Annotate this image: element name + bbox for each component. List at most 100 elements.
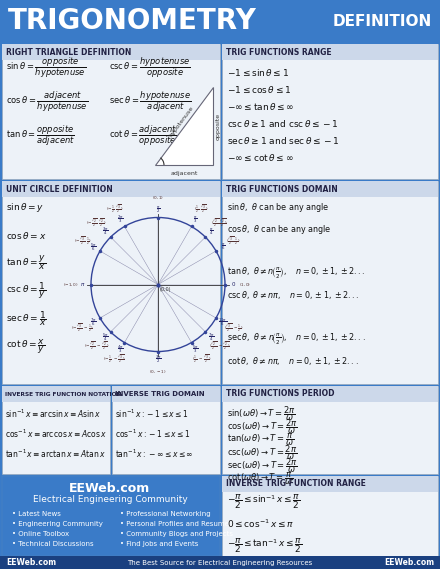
FancyBboxPatch shape xyxy=(222,476,438,556)
Text: $\csc\theta = \dfrac{hypotenuse}{opposite}$: $\csc\theta = \dfrac{hypotenuse}{opposit… xyxy=(109,56,191,80)
Text: • Community Blogs and Projects: • Community Blogs and Projects xyxy=(120,531,233,537)
Text: TRIG FUNCTIONS PERIOD: TRIG FUNCTIONS PERIOD xyxy=(226,390,334,398)
Text: $\cot\theta = \dfrac{x}{y}$: $\cot\theta = \dfrac{x}{y}$ xyxy=(6,337,45,356)
FancyBboxPatch shape xyxy=(222,44,438,179)
Text: Electrical Engineering Community: Electrical Engineering Community xyxy=(33,496,187,505)
Text: $-\dfrac{\pi}{2} \leq \tan^{-1}x \leq \dfrac{\pi}{2}$: $-\dfrac{\pi}{2} \leq \tan^{-1}x \leq \d… xyxy=(227,537,302,555)
Polygon shape xyxy=(155,87,213,165)
Text: $\cos(\omega\theta) \rightarrow T = \dfrac{2\pi}{\omega}$: $\cos(\omega\theta) \rightarrow T = \dfr… xyxy=(227,418,298,436)
Text: EEWeb.com: EEWeb.com xyxy=(6,558,56,567)
Text: 0: 0 xyxy=(231,282,235,287)
FancyBboxPatch shape xyxy=(0,556,440,569)
Text: $\frac{3\pi}{4}$: $\frac{3\pi}{4}$ xyxy=(102,225,108,237)
Text: • Latest News: • Latest News xyxy=(12,511,61,517)
Text: • Find Jobs and Events: • Find Jobs and Events xyxy=(120,541,198,547)
Text: $\frac{5\pi}{3}$: $\frac{5\pi}{3}$ xyxy=(192,344,199,355)
Text: $(0,-1)$: $(0,-1)$ xyxy=(149,368,167,375)
Text: $\frac{\pi}{3}$: $\frac{\pi}{3}$ xyxy=(193,215,198,225)
Text: $\sin\theta,\ \theta\ \mathrm{can\ be\ any\ angle}$: $\sin\theta,\ \theta\ \mathrm{can\ be\ a… xyxy=(227,200,330,213)
Text: $\frac{\pi}{2}$: $\frac{\pi}{2}$ xyxy=(156,204,160,215)
Text: TRIGONOMETRY: TRIGONOMETRY xyxy=(8,7,257,35)
Text: $\tan\theta = \dfrac{y}{x}$: $\tan\theta = \dfrac{y}{x}$ xyxy=(6,254,46,273)
Text: $\frac{4\pi}{3}$: $\frac{4\pi}{3}$ xyxy=(117,344,124,355)
Text: $(-\frac{1}{2},-\frac{\sqrt{3}}{2})$: $(-\frac{1}{2},-\frac{\sqrt{3}}{2})$ xyxy=(103,354,126,365)
Text: • Technical Discussions: • Technical Discussions xyxy=(12,541,94,547)
Text: $(-\frac{\sqrt{3}}{2},\frac{1}{2})$: $(-\frac{\sqrt{3}}{2},\frac{1}{2})$ xyxy=(74,236,92,246)
Text: $\tan\theta = \dfrac{opposite}{adjacent}$: $\tan\theta = \dfrac{opposite}{adjacent}… xyxy=(6,123,75,149)
Text: $\sin\theta = y$: $\sin\theta = y$ xyxy=(6,200,44,213)
Text: $\cos\theta = \dfrac{adjacent}{hypotenuse}$: $\cos\theta = \dfrac{adjacent}{hypotenus… xyxy=(6,90,88,114)
Text: $\tan(\omega\theta) \rightarrow T = \dfrac{\pi}{\omega}$: $\tan(\omega\theta) \rightarrow T = \dfr… xyxy=(227,432,294,448)
Text: $\frac{5\pi}{4}$: $\frac{5\pi}{4}$ xyxy=(102,332,108,344)
Text: $\pi$: $\pi$ xyxy=(81,281,86,288)
Text: $(-\frac{\sqrt{2}}{2},-\frac{\sqrt{2}}{2})$: $(-\frac{\sqrt{2}}{2},-\frac{\sqrt{2}}{2… xyxy=(84,340,109,352)
FancyBboxPatch shape xyxy=(222,181,438,384)
Text: $\tan\theta,\ \theta \neq n\!\left(\frac{\pi}{2}\right),\quad n=0,\pm1,\pm2...$: $\tan\theta,\ \theta \neq n\!\left(\frac… xyxy=(227,266,365,281)
Text: $\csc\theta = \dfrac{1}{y}$: $\csc\theta = \dfrac{1}{y}$ xyxy=(6,281,46,302)
Text: $(-\frac{\sqrt{3}}{2},-\frac{1}{2})$: $(-\frac{\sqrt{3}}{2},-\frac{1}{2})$ xyxy=(71,323,94,333)
Text: $(\frac{\sqrt{2}}{2},\frac{\sqrt{2}}{2})$: $(\frac{\sqrt{2}}{2},\frac{\sqrt{2}}{2})… xyxy=(211,217,228,229)
Text: $\cos^{-1}x : -1 \leq x \leq 1$: $\cos^{-1}x : -1 \leq x \leq 1$ xyxy=(115,428,191,440)
FancyBboxPatch shape xyxy=(2,386,110,402)
Text: UNIT CIRCLE DEFINITION: UNIT CIRCLE DEFINITION xyxy=(6,184,113,193)
Text: $(1,0)$: $(1,0)$ xyxy=(239,281,251,288)
FancyBboxPatch shape xyxy=(222,44,438,60)
Text: $\tan^{-1}x \equiv \arctan x \equiv A\tan x$: $\tan^{-1}x \equiv \arctan x \equiv A\ta… xyxy=(5,448,106,460)
Text: • Engineering Community: • Engineering Community xyxy=(12,521,103,527)
Text: $\cot\theta = \dfrac{adjacent}{opposite}$: $\cot\theta = \dfrac{adjacent}{opposite}… xyxy=(109,123,177,149)
Text: • Personal Profiles and Resumes: • Personal Profiles and Resumes xyxy=(120,521,232,527)
Text: $\sec\theta,\ \theta \neq n\!\left(\frac{\pi}{2}\right),\quad n=0,\pm1,\pm2...$: $\sec\theta,\ \theta \neq n\!\left(\frac… xyxy=(227,332,366,347)
Text: $\frac{\pi}{4}$: $\frac{\pi}{4}$ xyxy=(209,226,213,237)
Text: $(\frac{\sqrt{2}}{2},-\frac{\sqrt{2}}{2})$: $(\frac{\sqrt{2}}{2},-\frac{\sqrt{2}}{2}… xyxy=(209,340,231,352)
Text: $(-\frac{\sqrt{2}}{2},\frac{\sqrt{2}}{2})$: $(-\frac{\sqrt{2}}{2},\frac{\sqrt{2}}{2}… xyxy=(86,217,106,229)
Text: $\csc\theta,\ \theta \neq n\pi,\quad n=0,\pm1,\pm2...$: $\csc\theta,\ \theta \neq n\pi,\quad n=0… xyxy=(227,289,359,301)
Text: $\cot(\omega\theta) \rightarrow T = \dfrac{\pi}{\omega}$: $\cot(\omega\theta) \rightarrow T = \dfr… xyxy=(227,471,293,487)
Text: $(-\frac{1}{2},\frac{\sqrt{3}}{2})$: $(-\frac{1}{2},\frac{\sqrt{3}}{2})$ xyxy=(106,204,123,215)
Text: $\frac{7\pi}{6}$: $\frac{7\pi}{6}$ xyxy=(90,316,96,328)
Text: $\sin^{-1}x : -1 \leq x \leq 1$: $\sin^{-1}x : -1 \leq x \leq 1$ xyxy=(115,408,189,420)
Text: $\frac{\pi}{6}$: $\frac{\pi}{6}$ xyxy=(221,242,225,252)
Text: $\frac{3\pi}{2}$: $\frac{3\pi}{2}$ xyxy=(154,353,161,365)
Text: $\frac{11\pi}{6}$: $\frac{11\pi}{6}$ xyxy=(218,316,227,328)
Text: $\cot\theta,\ \theta \neq n\pi,\quad n=0,\pm1,\pm2...$: $\cot\theta,\ \theta \neq n\pi,\quad n=0… xyxy=(227,355,359,367)
Text: RIGHT TRIANGLE DEFINITION: RIGHT TRIANGLE DEFINITION xyxy=(6,47,132,56)
FancyBboxPatch shape xyxy=(222,181,438,197)
Text: • Professional Networking: • Professional Networking xyxy=(120,511,211,517)
Text: $0 \leq \cos^{-1}x \leq \pi$: $0 \leq \cos^{-1}x \leq \pi$ xyxy=(227,518,294,530)
Text: $-1 \leq \sin\theta \leq 1$: $-1 \leq \sin\theta \leq 1$ xyxy=(227,67,289,77)
Text: TRIG FUNCTIONS RANGE: TRIG FUNCTIONS RANGE xyxy=(226,47,332,56)
Text: opposite: opposite xyxy=(216,113,221,139)
FancyBboxPatch shape xyxy=(2,44,220,60)
Text: $\csc(\omega\theta) \rightarrow T = \dfrac{2\pi}{\omega}$: $\csc(\omega\theta) \rightarrow T = \dfr… xyxy=(227,444,297,462)
FancyBboxPatch shape xyxy=(2,386,110,474)
Text: $\sec(\omega\theta) \rightarrow T = \dfrac{2\pi}{\omega}$: $\sec(\omega\theta) \rightarrow T = \dfr… xyxy=(227,457,298,475)
Text: $\sin\theta = \dfrac{opposite}{hypotenuse}$: $\sin\theta = \dfrac{opposite}{hypotenus… xyxy=(6,56,86,80)
FancyBboxPatch shape xyxy=(2,44,220,179)
Text: $\theta$: $\theta$ xyxy=(169,154,176,164)
Text: INVERSE TRIG FUNCTION RANGE: INVERSE TRIG FUNCTION RANGE xyxy=(226,480,366,489)
Text: $-\infty \leq \cot\theta \leq \infty$: $-\infty \leq \cot\theta \leq \infty$ xyxy=(227,151,293,163)
Text: TRIG FUNCTIONS DOMAIN: TRIG FUNCTIONS DOMAIN xyxy=(226,184,338,193)
Text: $\sec\theta = \dfrac{hypotenuse}{adjacent}$: $\sec\theta = \dfrac{hypotenuse}{adjacen… xyxy=(109,90,191,114)
FancyBboxPatch shape xyxy=(222,386,438,474)
Text: INVERSE TRIG DOMAIN: INVERSE TRIG DOMAIN xyxy=(115,391,205,397)
Text: $(\frac{1}{2},\frac{\sqrt{3}}{2})$: $(\frac{1}{2},\frac{\sqrt{3}}{2})$ xyxy=(194,204,209,215)
Text: $(\frac{\sqrt{3}}{2},-\frac{1}{2})$: $(\frac{\sqrt{3}}{2},-\frac{1}{2})$ xyxy=(224,323,243,333)
FancyBboxPatch shape xyxy=(222,386,438,402)
Text: $\frac{2\pi}{3}$: $\frac{2\pi}{3}$ xyxy=(117,214,124,225)
FancyBboxPatch shape xyxy=(0,0,440,42)
Text: $\sin^{-1}x \equiv \arcsin x \equiv A\sin x$: $\sin^{-1}x \equiv \arcsin x \equiv A\si… xyxy=(5,408,101,420)
Text: $\frac{7\pi}{4}$: $\frac{7\pi}{4}$ xyxy=(208,332,214,344)
FancyBboxPatch shape xyxy=(2,181,220,197)
FancyBboxPatch shape xyxy=(2,181,220,384)
Text: • Online Toolbox: • Online Toolbox xyxy=(12,531,69,537)
Text: $-\dfrac{\pi}{2} \leq \sin^{-1}x \leq \dfrac{\pi}{2}$: $-\dfrac{\pi}{2} \leq \sin^{-1}x \leq \d… xyxy=(227,493,301,512)
Text: EEWeb.com: EEWeb.com xyxy=(384,558,434,567)
Text: adjacent: adjacent xyxy=(170,171,198,176)
Text: $\csc\theta \geq 1\ \mathrm{and}\ \csc\theta \leq -1$: $\csc\theta \geq 1\ \mathrm{and}\ \csc\t… xyxy=(227,118,339,129)
Text: $\cos^{-1}x \equiv \arccos x \equiv A\cos x$: $\cos^{-1}x \equiv \arccos x \equiv A\co… xyxy=(5,428,107,440)
Text: $-\infty \leq \tan\theta \leq \infty$: $-\infty \leq \tan\theta \leq \infty$ xyxy=(227,101,294,112)
Text: $\tan^{-1}x : -\infty \leq x \leq \infty$: $\tan^{-1}x : -\infty \leq x \leq \infty… xyxy=(115,448,194,460)
Text: hypotenuse: hypotenuse xyxy=(168,106,194,138)
Text: The Best Source for Electrical Engineering Resources: The Best Source for Electrical Engineeri… xyxy=(127,559,313,566)
